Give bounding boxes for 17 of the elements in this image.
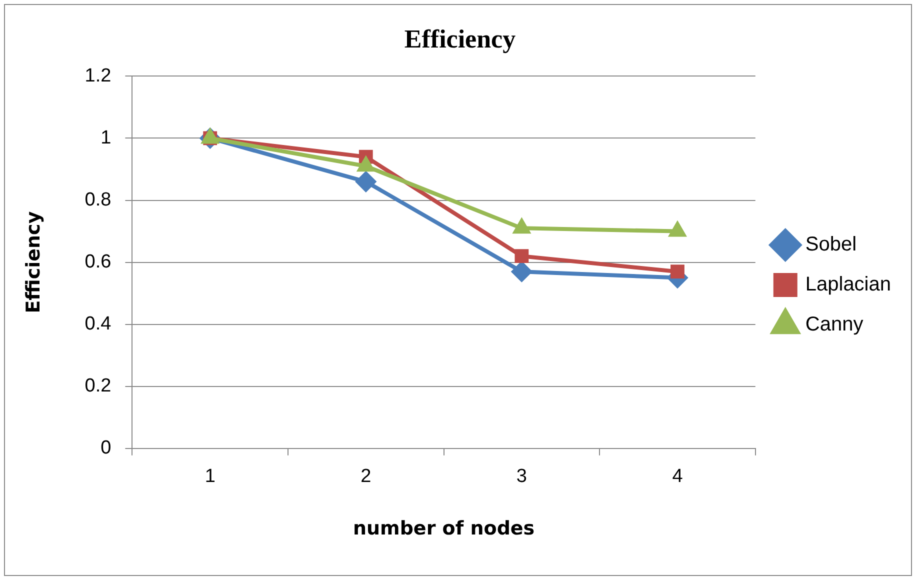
y-tick-label: 1 [100,127,112,148]
y-axis-title: Efficiency [22,210,44,314]
y-tick-label: 0 [100,438,112,459]
x-axis-title: number of nodes [352,518,535,540]
x-tick-label: 1 [204,466,216,488]
legend-label: Sobel [805,234,857,256]
y-tick-label: 0.2 [84,376,112,397]
legend-label: Laplacian [805,274,891,296]
y-tick-label: 0.6 [84,252,112,273]
y-tick-label: 0.4 [84,314,112,335]
chart-title: Efficiency [404,24,516,54]
y-tick-label: 1.2 [84,65,112,86]
x-tick-label: 2 [360,466,372,488]
y-tick-label: 0.8 [84,190,112,210]
x-tick-label: 3 [516,466,527,488]
legend-label: Canny [805,314,864,336]
x-tick-label: 4 [672,466,684,488]
